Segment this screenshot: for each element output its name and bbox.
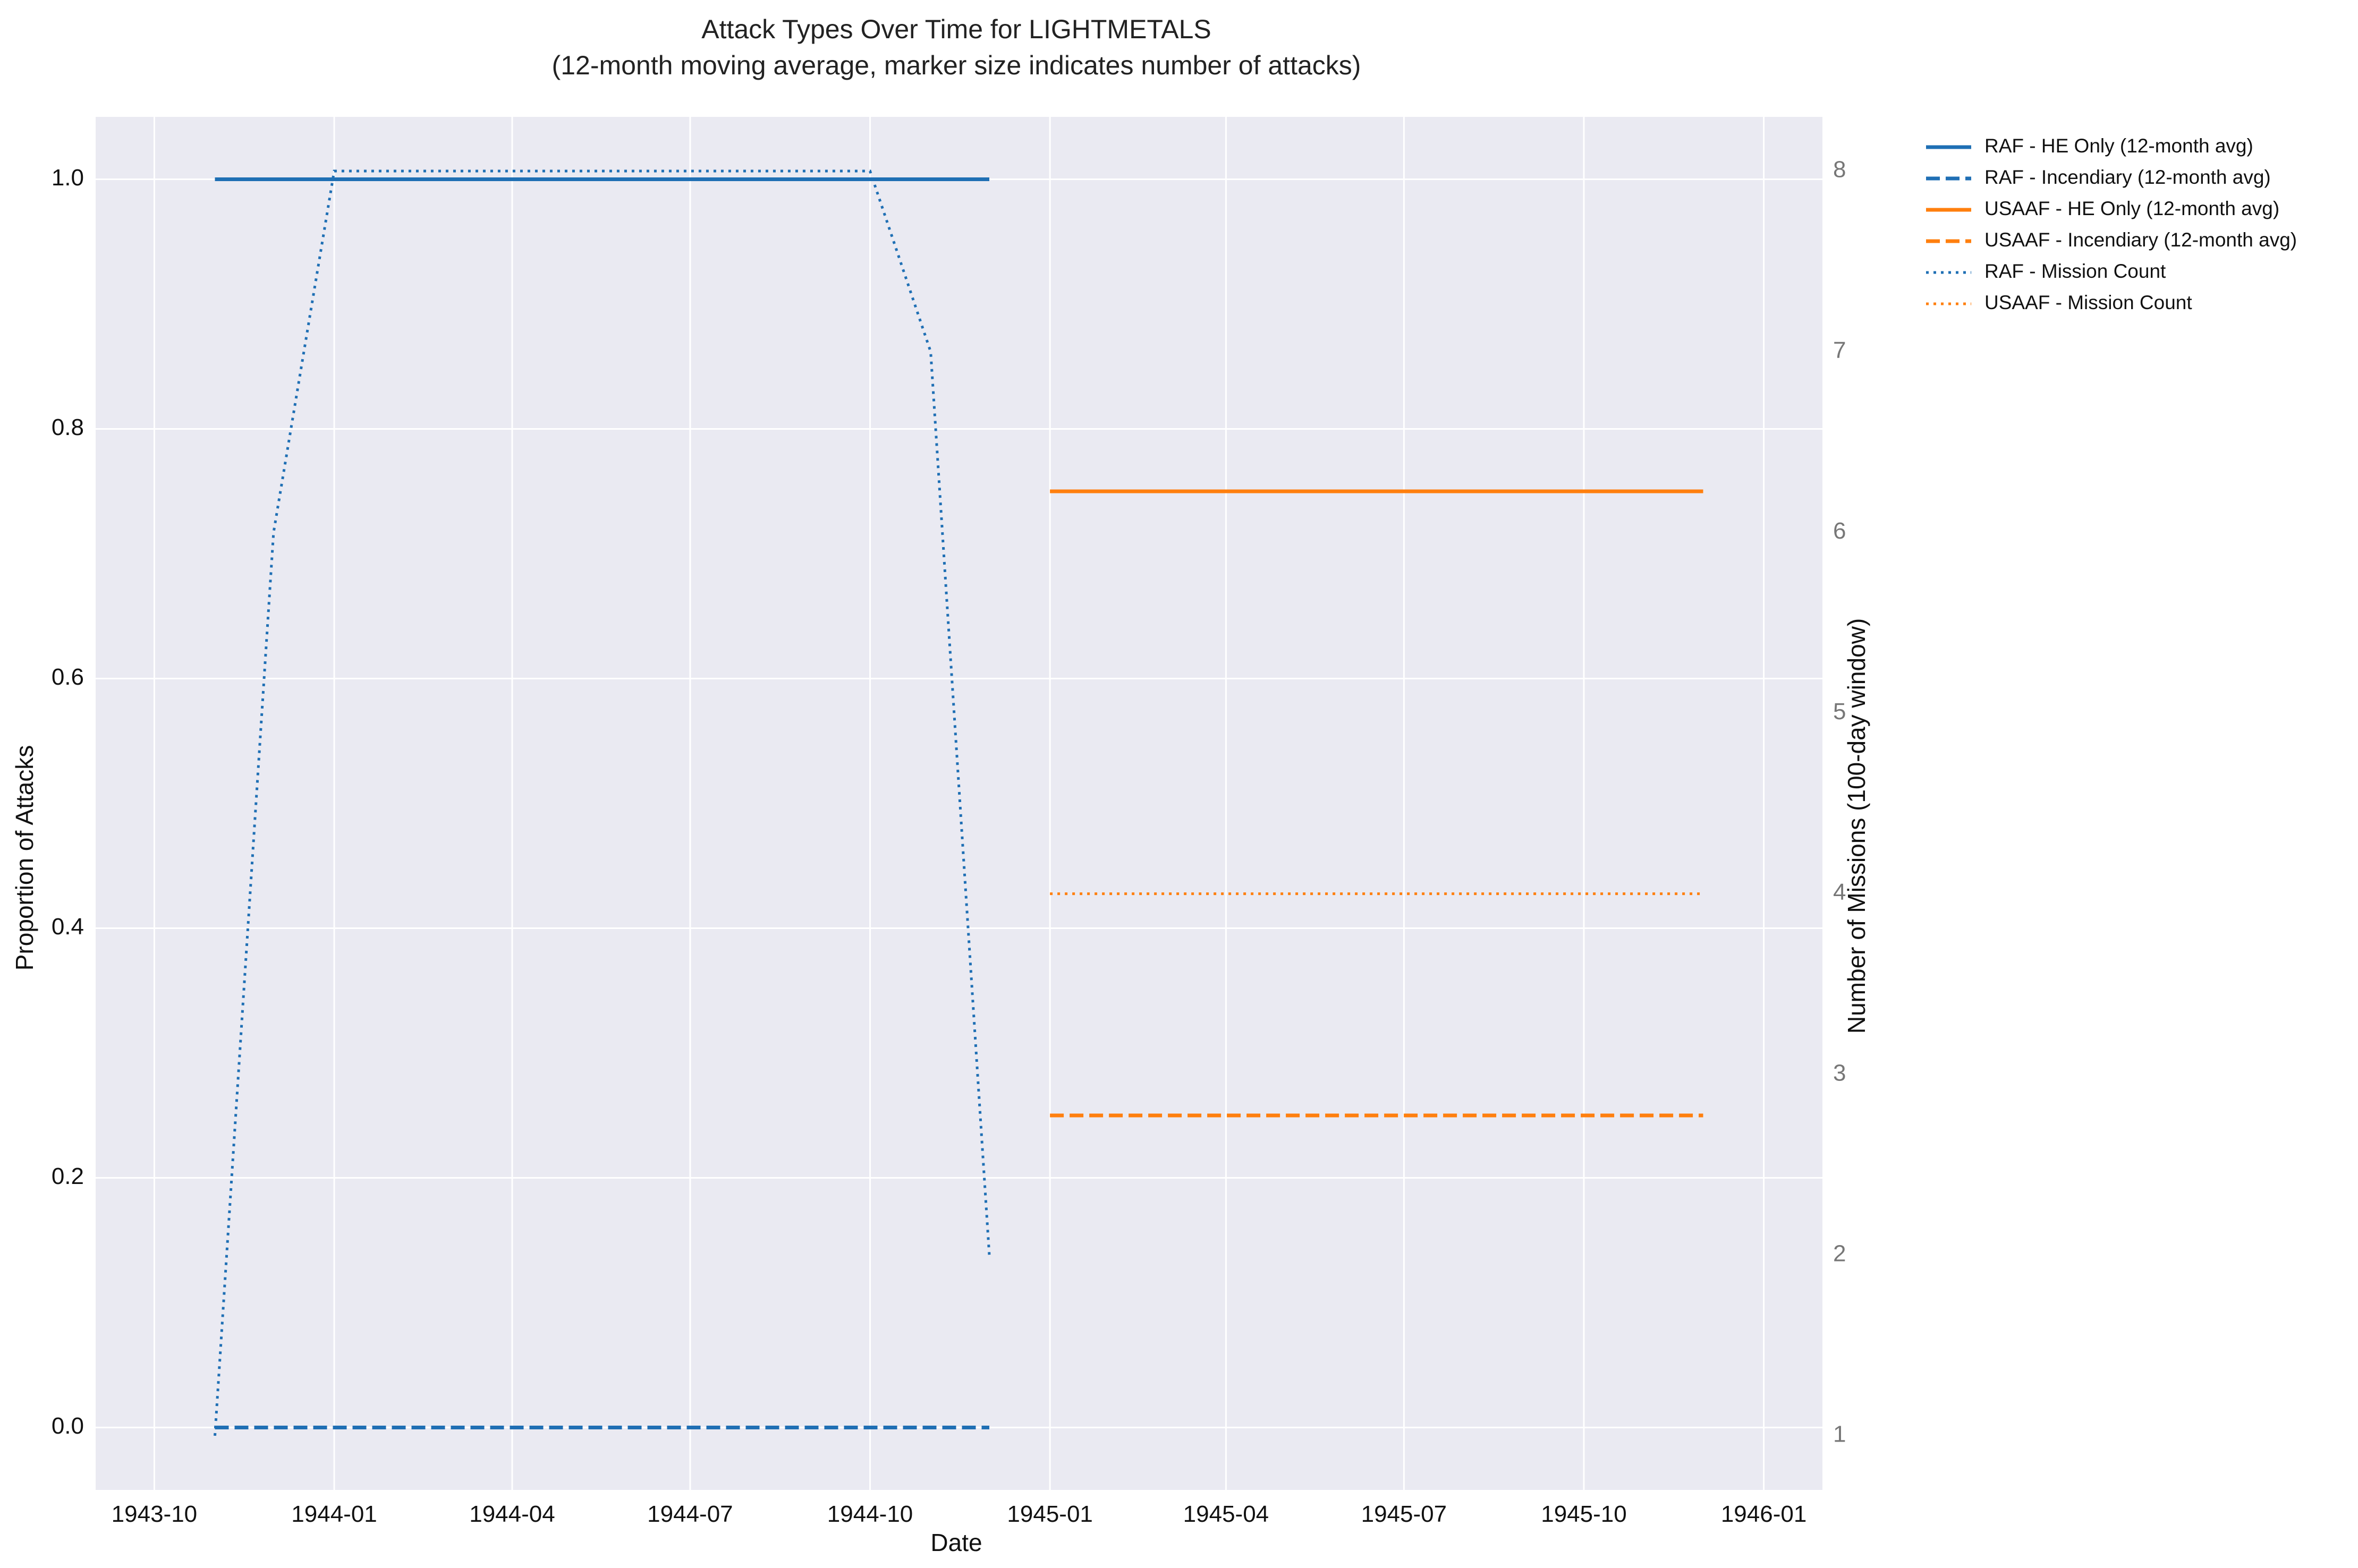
x-tick-label: 1945-10 <box>1541 1501 1626 1527</box>
legend-entry: USAAF - Incendiary (12-month avg) <box>1984 229 2297 251</box>
x-tick-label: 1944-01 <box>291 1501 377 1527</box>
legend: RAF - HE Only (12-month avg) RAF - Incend… <box>1926 135 2297 313</box>
y-tick-label: 0.2 <box>52 1163 84 1189</box>
y2-tick-label: 7 <box>1833 337 1846 363</box>
y-tick-label: 0.8 <box>52 414 84 440</box>
y2-tick-label: 2 <box>1833 1240 1846 1266</box>
x-tick-label: 1945-07 <box>1361 1501 1447 1527</box>
y2-tick-label: 5 <box>1833 698 1846 725</box>
x-tick-label: 1944-07 <box>647 1501 733 1527</box>
y-tick-label: 0.4 <box>52 914 84 940</box>
legend-entry: RAF - Mission Count <box>1984 260 2166 282</box>
series-line-raf-mission-count <box>214 169 991 1436</box>
x-tick-label: 1944-10 <box>827 1501 913 1527</box>
y2-tick-label: 4 <box>1833 879 1846 905</box>
x-tick-label: 1944-04 <box>469 1501 555 1527</box>
legend-entry: USAAF - HE Only (12-month avg) <box>1984 198 2279 219</box>
y-tick-label: 0.6 <box>52 664 84 690</box>
x-tick-label: 1945-04 <box>1183 1501 1269 1527</box>
y2-tick-label: 1 <box>1833 1421 1846 1447</box>
chart-subtitle: (12-month moving average, marker size in… <box>552 50 1361 80</box>
x-tick-label: 1946-01 <box>1721 1501 1806 1527</box>
y-axis-label: Proportion of Attacks <box>11 745 38 970</box>
y-tick-label: 1.0 <box>52 165 84 191</box>
legend-entry: RAF - Incendiary (12-month avg) <box>1984 166 2271 188</box>
series-layer <box>214 169 1703 1436</box>
y2-tick-label: 3 <box>1833 1060 1846 1086</box>
chart-title: Attack Types Over Time for LIGHTMETALS <box>701 14 1211 44</box>
x-tick-label: 1943-10 <box>112 1501 197 1527</box>
y2-axis-label: Number of Missions (100-day window) <box>1843 618 1870 1034</box>
x-axis-label: Date <box>930 1529 982 1556</box>
y-tick-label: 0.0 <box>52 1413 84 1439</box>
y2-tick-label: 6 <box>1833 518 1846 544</box>
y2-tick-label: 8 <box>1833 157 1846 183</box>
plot-area <box>96 117 1822 1490</box>
legend-entry: RAF - HE Only (12-month avg) <box>1984 135 2253 157</box>
ticks: 1943-10 1944-01 1944-04 1944-07 1944-10 1945-… <box>52 157 1846 1527</box>
x-tick-label: 1945-01 <box>1007 1501 1092 1527</box>
legend-entry: USAAF - Mission Count <box>1984 292 2192 313</box>
